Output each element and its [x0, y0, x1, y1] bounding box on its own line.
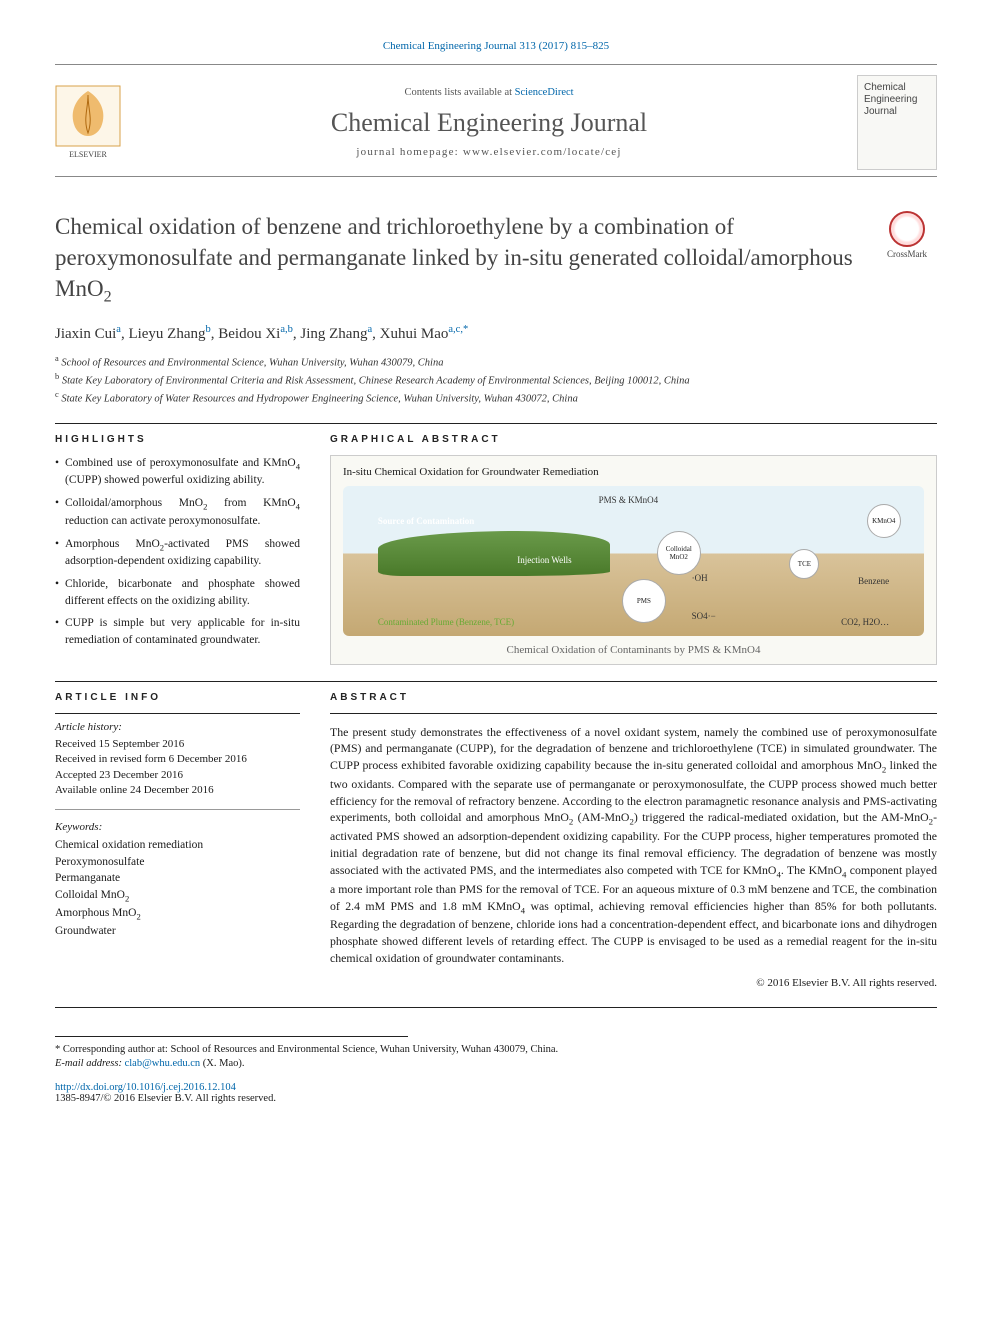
doi-link[interactable]: http://dx.doi.org/10.1016/j.cej.2016.12.…: [55, 1082, 236, 1093]
keyword-item: Peroxymonosulfate: [55, 854, 300, 871]
divider: [55, 1007, 937, 1008]
journal-name: Chemical Engineering Journal: [141, 108, 837, 138]
keyword-item: Chemical oxidation remediation: [55, 837, 300, 854]
highlight-item: Amorphous MnO2-activated PMS showed adso…: [55, 536, 300, 570]
keyword-item: Amorphous MnO2: [55, 905, 300, 923]
svg-text:ELSEVIER: ELSEVIER: [69, 150, 107, 159]
highlights-heading: HIGHLIGHTS: [55, 434, 300, 445]
journal-cover-thumb: Chemical Engineering Journal: [857, 75, 937, 170]
keyword-item: Colloidal MnO2: [55, 887, 300, 905]
corresponding-author-footnote: * Corresponding author at: School of Res…: [55, 1043, 937, 1072]
highlight-item: CUPP is simple but very applicable for i…: [55, 615, 300, 648]
masthead: ELSEVIER Contents lists available at Sci…: [55, 64, 937, 177]
contents-line: Contents lists available at ScienceDirec…: [141, 87, 837, 98]
highlight-item: Colloidal/amorphous MnO2 from KMnO4 redu…: [55, 495, 300, 529]
history-line: Accepted 23 December 2016: [55, 768, 300, 783]
article-title: Chemical oxidation of benzene and trichl…: [55, 211, 853, 308]
divider: [55, 423, 937, 424]
ga-title: In-situ Chemical Oxidation for Groundwat…: [343, 466, 924, 478]
homepage-line: journal homepage: www.elsevier.com/locat…: [141, 146, 837, 158]
article-history: Article history: Received 15 September 2…: [55, 720, 300, 799]
corresponding-email-link[interactable]: clab@whu.edu.cn: [125, 1058, 201, 1069]
affiliation-line: c State Key Laboratory of Water Resource…: [55, 389, 937, 407]
homepage-url[interactable]: www.elsevier.com/locate/cej: [463, 146, 622, 158]
highlights-list: Combined use of peroxymonosulfate and KM…: [55, 455, 300, 649]
sciencedirect-link[interactable]: ScienceDirect: [515, 87, 574, 98]
history-line: Received 15 September 2016: [55, 737, 300, 752]
affiliations: a School of Resources and Environmental …: [55, 353, 937, 406]
crossmark-badge[interactable]: CrossMark: [877, 211, 937, 259]
abstract-heading: ABSTRACT: [330, 692, 937, 703]
doi-line: http://dx.doi.org/10.1016/j.cej.2016.12.…: [55, 1082, 937, 1093]
issn-copyright-line: 1385-8947/© 2016 Elsevier B.V. All right…: [55, 1093, 937, 1104]
divider: [55, 681, 937, 682]
authors-line: Jiaxin Cuia, Lieyu Zhangb, Beidou Xia,b,…: [55, 324, 937, 343]
citation-bar: Chemical Engineering Journal 313 (2017) …: [55, 40, 937, 52]
keyword-item: Groundwater: [55, 923, 300, 940]
copyright-line: © 2016 Elsevier B.V. All rights reserved…: [330, 977, 937, 989]
keywords-list: Chemical oxidation remediationPeroxymono…: [55, 837, 300, 939]
history-line: Available online 24 December 2016: [55, 783, 300, 798]
affiliation-line: b State Key Laboratory of Environmental …: [55, 371, 937, 389]
history-line: Received in revised form 6 December 2016: [55, 752, 300, 767]
article-info-heading: ARTICLE INFO: [55, 692, 300, 703]
highlight-item: Combined use of peroxymonosulfate and KM…: [55, 455, 300, 489]
abstract-text: The present study demonstrates the effec…: [330, 724, 937, 967]
affiliation-line: a School of Resources and Environmental …: [55, 353, 937, 371]
keyword-item: Permanganate: [55, 870, 300, 887]
ga-graphic: Source of Contamination Injection Wells …: [343, 486, 924, 636]
highlight-item: Chloride, bicarbonate and phosphate show…: [55, 576, 300, 609]
citation-link[interactable]: Chemical Engineering Journal 313 (2017) …: [383, 40, 609, 52]
ga-caption: Chemical Oxidation of Contaminants by PM…: [343, 642, 924, 658]
graphical-abstract-heading: GRAPHICAL ABSTRACT: [330, 434, 937, 445]
elsevier-logo: ELSEVIER: [55, 85, 121, 161]
keywords-heading: Keywords:: [55, 820, 300, 835]
graphical-abstract: In-situ Chemical Oxidation for Groundwat…: [330, 455, 937, 665]
